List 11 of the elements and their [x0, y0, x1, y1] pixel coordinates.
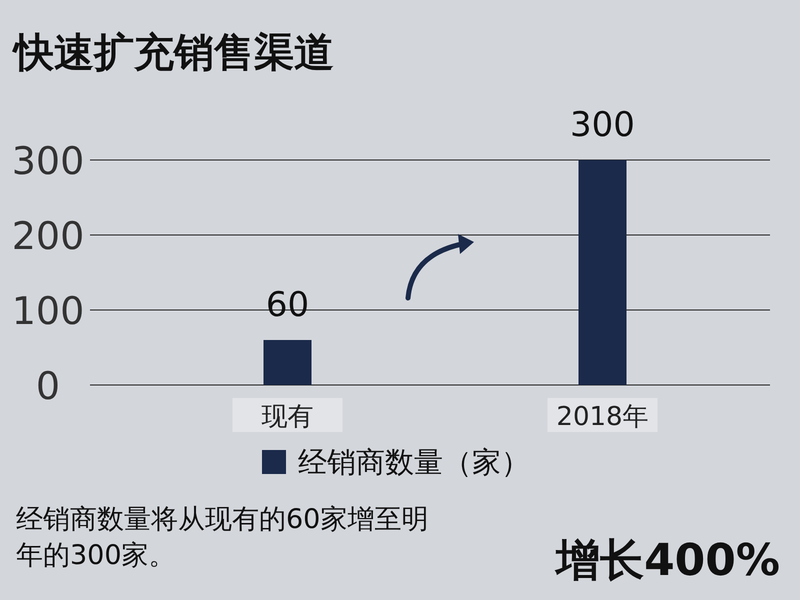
text: 增长400%	[554, 535, 780, 586]
chart-title: 快速扩充销售渠道	[12, 30, 334, 76]
text: 经销商数量将从现有的60家增至明年的300家。	[16, 503, 430, 573]
y-tick-label: 200	[12, 214, 84, 258]
legend-label: 经销商数量（家）	[298, 445, 530, 479]
data-label: 300	[570, 105, 635, 145]
y-tick-label: 300	[12, 139, 84, 183]
y-tick-label: 100	[12, 289, 84, 333]
x-tick-label: 现有	[262, 402, 314, 432]
x-tick-label: 2018年	[556, 402, 649, 432]
y-tick-label: 0	[36, 364, 60, 408]
